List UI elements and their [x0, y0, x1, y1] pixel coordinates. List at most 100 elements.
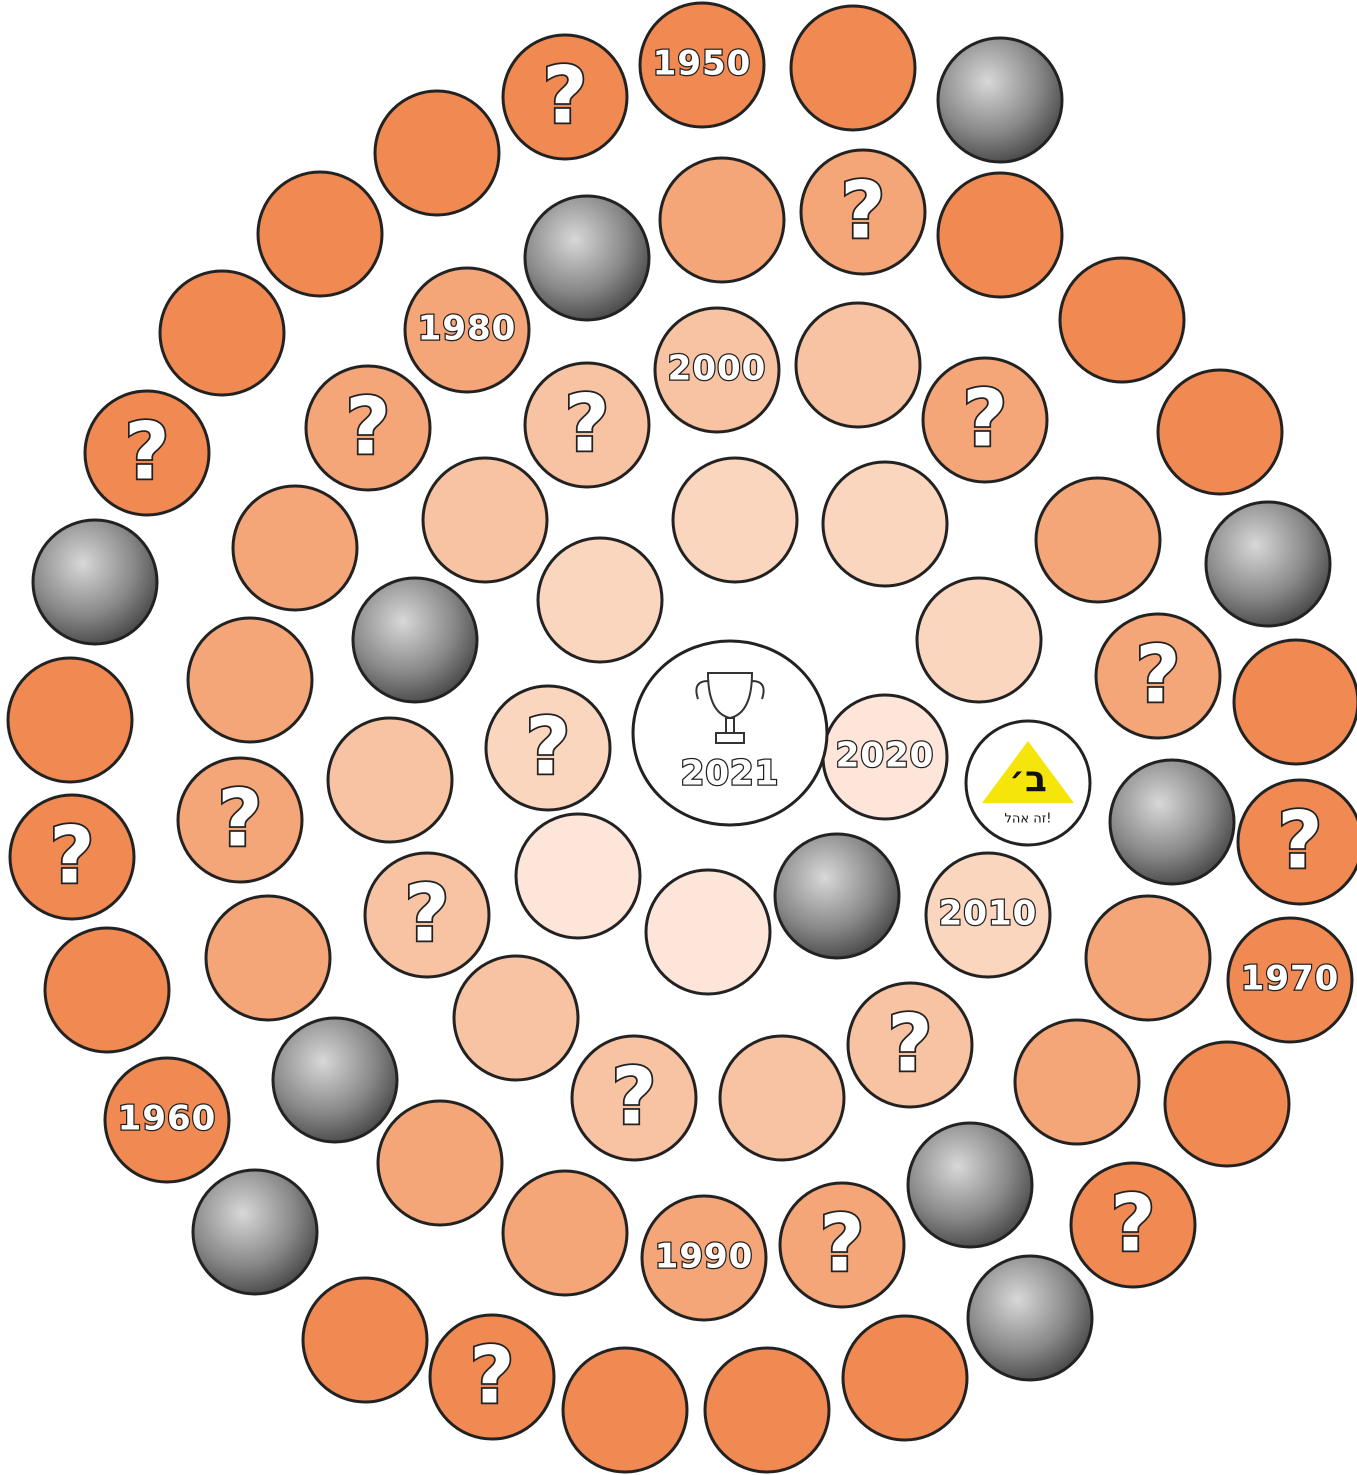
question-mark: ? [611, 1052, 656, 1142]
board-cell [258, 172, 382, 296]
board-cell [823, 462, 947, 586]
board-cell [938, 173, 1062, 297]
cell [303, 1278, 427, 1402]
cell [1015, 1020, 1139, 1144]
board-cell [791, 6, 915, 130]
year-label: 2000 [668, 349, 767, 389]
board-cell [908, 1123, 1032, 1247]
board-cell: ? [525, 363, 649, 487]
board-cell [538, 538, 662, 662]
cell [45, 928, 169, 1052]
board-cell: 1950 [640, 3, 764, 127]
board-cell: ? [848, 983, 972, 1107]
cell [917, 578, 1041, 702]
board-cell: ? [430, 1315, 554, 1439]
board-cell [454, 956, 578, 1080]
question-mark: ? [1110, 1179, 1155, 1269]
photo-cell [1206, 502, 1330, 626]
board-cell: ב׳זה אהל! [966, 721, 1090, 845]
cell [206, 896, 330, 1020]
cell [160, 271, 284, 395]
cell [233, 486, 357, 610]
cell [1234, 640, 1357, 764]
board-cell [525, 196, 649, 320]
board-cell [705, 1348, 829, 1472]
board-cell [917, 578, 1041, 702]
board-cell [273, 1018, 397, 1142]
board-cell [503, 1171, 627, 1295]
board-cell: ? [486, 686, 610, 810]
board-cell: 1980 [405, 268, 529, 392]
year-label: 1990 [655, 1237, 754, 1277]
board-cell [1036, 478, 1160, 602]
photo-cell [33, 520, 157, 644]
board-cell: ? [801, 150, 925, 274]
board-cell [353, 578, 477, 702]
board-cell [8, 658, 132, 782]
year-label: 1960 [118, 1099, 217, 1139]
question-mark: ? [345, 382, 390, 472]
cell [1165, 1042, 1289, 1166]
board-cell [1110, 760, 1234, 884]
photo-cell [273, 1018, 397, 1142]
question-mark: ? [525, 702, 570, 792]
board-cell [375, 91, 499, 215]
cell [1060, 258, 1184, 382]
board-cell [45, 928, 169, 1052]
photo-cell [525, 196, 649, 320]
cell [823, 462, 947, 586]
question-mark: ? [1135, 630, 1180, 720]
board-cell: ? [10, 795, 134, 919]
cell [538, 538, 662, 662]
cell [328, 718, 452, 842]
board-cell: ? [572, 1036, 696, 1160]
board-cell: ? [85, 391, 209, 515]
board-cell: ? [1238, 780, 1357, 904]
photo-cell [938, 38, 1062, 162]
question-mark: ? [124, 407, 169, 497]
board-cell: ? [923, 358, 1047, 482]
board-cell [423, 458, 547, 582]
cell [563, 1348, 687, 1472]
year-label: 2020 [836, 736, 935, 776]
board-cell [796, 303, 920, 427]
board-cell [33, 520, 157, 644]
cell [673, 458, 797, 582]
board-cell [660, 158, 784, 282]
question-mark: ? [404, 869, 449, 959]
board-cell: ? [306, 366, 430, 490]
board-cell: 2010 [926, 853, 1050, 977]
board-cell [188, 618, 312, 742]
year-label: 1980 [418, 309, 517, 349]
board-cell [378, 1101, 502, 1225]
cell [660, 158, 784, 282]
board-cell [206, 896, 330, 1020]
year-label: 1970 [1241, 959, 1340, 999]
cell [720, 1036, 844, 1160]
center-label: 2021 [681, 754, 780, 794]
cell [1036, 478, 1160, 602]
board-cell: 2000 [655, 308, 779, 432]
photo-cell [353, 578, 477, 702]
cell [1086, 896, 1210, 1020]
question-mark: ? [542, 51, 587, 141]
game-board: ?1950??1960??1970??1980??1990???2000????… [0, 0, 1357, 1475]
photo-cell [908, 1123, 1032, 1247]
board-cell [720, 1036, 844, 1160]
question-mark: ? [1277, 796, 1322, 886]
question-mark: ? [49, 811, 94, 901]
cell [843, 1316, 967, 1440]
board-cell: ? [365, 853, 489, 977]
cell [454, 956, 578, 1080]
question-mark: ? [469, 1331, 514, 1421]
board-cell: 2020 [823, 695, 947, 819]
photo-cell [968, 1256, 1092, 1380]
photo-cell [1110, 760, 1234, 884]
cell [796, 303, 920, 427]
board-cell [968, 1256, 1092, 1380]
question-mark: ? [887, 999, 932, 1089]
board-cell: 1970 [1228, 918, 1352, 1042]
board-cell: ? [178, 758, 302, 882]
board-cell [1158, 370, 1282, 494]
board-cell [328, 718, 452, 842]
